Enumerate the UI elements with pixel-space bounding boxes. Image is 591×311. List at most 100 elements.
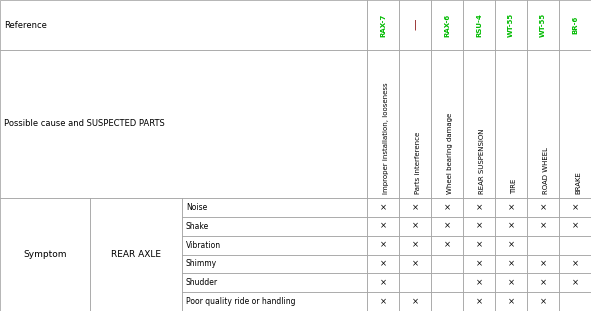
Text: ×: × [476, 222, 482, 231]
Bar [367, 292, 399, 311]
Text: ×: × [411, 203, 418, 212]
Text: BR-6: BR-6 [572, 16, 578, 34]
Bar [399, 254, 431, 273]
Text: ×: × [540, 259, 547, 268]
Bar [182, 292, 367, 311]
Bar [367, 254, 399, 273]
Bar [367, 273, 399, 292]
Text: ×: × [379, 222, 387, 231]
Text: ×: × [571, 222, 579, 231]
Text: Shimmy: Shimmy [186, 259, 217, 268]
Bar [399, 0, 431, 50]
Bar [182, 236, 367, 254]
Text: ×: × [508, 241, 515, 250]
Bar [559, 292, 591, 311]
Bar [399, 198, 431, 217]
Text: WT-55: WT-55 [540, 13, 546, 37]
Text: WT-55: WT-55 [508, 13, 514, 37]
Text: ×: × [476, 241, 482, 250]
Bar [431, 292, 463, 311]
Bar [527, 273, 559, 292]
Text: ×: × [508, 222, 515, 231]
Text: ×: × [379, 259, 387, 268]
Text: ×: × [540, 278, 547, 287]
Bar [559, 273, 591, 292]
Bar [90, 198, 182, 311]
Bar [463, 198, 495, 217]
Bar [0, 50, 367, 198]
Bar [0, 0, 367, 50]
Text: Vibration: Vibration [186, 241, 221, 250]
Text: Improper installation, looseness: Improper installation, looseness [383, 82, 389, 194]
Text: ×: × [508, 278, 515, 287]
Bar [495, 236, 527, 254]
Bar [182, 273, 367, 292]
Text: ×: × [508, 203, 515, 212]
Bar [431, 254, 463, 273]
Bar [367, 198, 399, 217]
Text: RAX-6: RAX-6 [444, 13, 450, 37]
Bar [463, 0, 495, 50]
Bar [367, 0, 399, 50]
Bar [182, 198, 367, 217]
Text: ×: × [443, 241, 450, 250]
Text: Reference: Reference [4, 21, 47, 30]
Bar [527, 217, 559, 236]
Text: ×: × [411, 259, 418, 268]
Text: ×: × [540, 203, 547, 212]
Text: ×: × [476, 278, 482, 287]
Text: TIRE: TIRE [511, 179, 517, 194]
Text: ×: × [540, 222, 547, 231]
Text: RSU-4: RSU-4 [476, 13, 482, 37]
Text: Symptom: Symptom [23, 250, 67, 259]
Bar [182, 217, 367, 236]
Bar [559, 254, 591, 273]
Bar [399, 273, 431, 292]
Bar [399, 217, 431, 236]
Text: ×: × [411, 241, 418, 250]
Text: ×: × [379, 203, 387, 212]
Text: Possible cause and SUSPECTED PARTS: Possible cause and SUSPECTED PARTS [4, 119, 165, 128]
Bar [367, 217, 399, 236]
Text: ×: × [411, 222, 418, 231]
Bar [559, 0, 591, 50]
Bar [431, 236, 463, 254]
Text: ×: × [379, 241, 387, 250]
Text: ×: × [571, 278, 579, 287]
Bar [559, 217, 591, 236]
Bar [559, 198, 591, 217]
Bar [463, 273, 495, 292]
Bar [431, 273, 463, 292]
Text: ×: × [379, 297, 387, 306]
Bar [495, 50, 527, 198]
Bar [431, 217, 463, 236]
Text: ×: × [508, 297, 515, 306]
Text: ×: × [540, 297, 547, 306]
Text: ×: × [476, 203, 482, 212]
Bar [527, 198, 559, 217]
Bar [527, 50, 559, 198]
Text: ×: × [443, 203, 450, 212]
Text: Noise: Noise [186, 203, 207, 212]
Bar [559, 236, 591, 254]
Bar [367, 236, 399, 254]
Text: BRAKE: BRAKE [575, 171, 581, 194]
Text: ×: × [411, 297, 418, 306]
Bar [559, 50, 591, 198]
Text: Parts interference: Parts interference [415, 132, 421, 194]
Bar [367, 50, 399, 198]
Text: Wheel bearing damage: Wheel bearing damage [447, 113, 453, 194]
Bar [463, 254, 495, 273]
Text: Shudder: Shudder [186, 278, 218, 287]
Bar [463, 217, 495, 236]
Bar [463, 50, 495, 198]
Bar [399, 236, 431, 254]
Bar [495, 292, 527, 311]
Bar [431, 0, 463, 50]
Bar [399, 292, 431, 311]
Bar [527, 236, 559, 254]
Bar [495, 273, 527, 292]
Text: ×: × [476, 259, 482, 268]
Bar [463, 292, 495, 311]
Bar [399, 50, 431, 198]
